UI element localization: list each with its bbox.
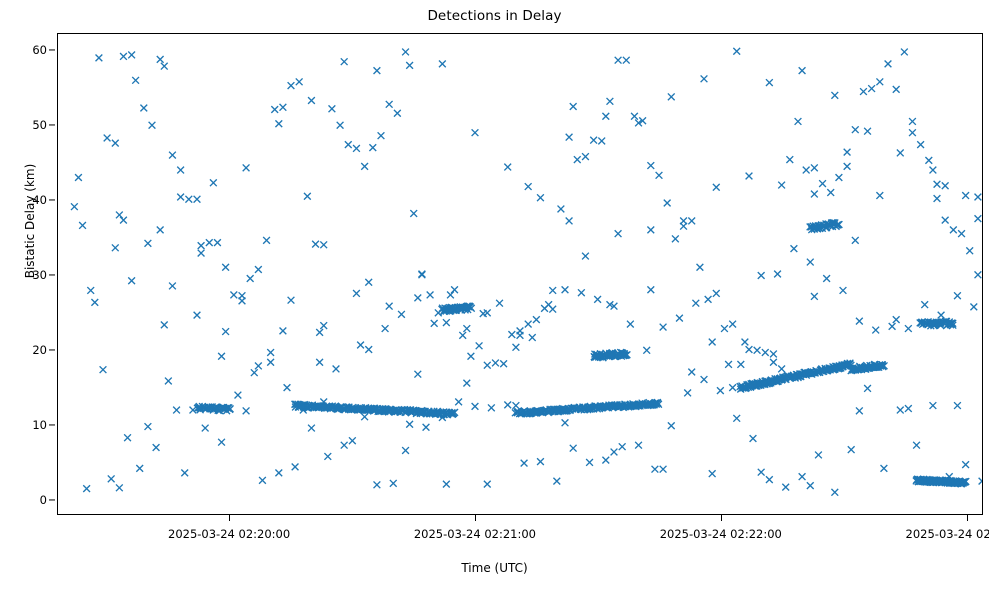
y-tick-label: 0: [39, 492, 47, 507]
y-tick-label: 40: [32, 192, 47, 207]
y-tick-mark: [49, 274, 55, 276]
x-tick-mark: [229, 515, 231, 521]
y-tick-mark: [49, 48, 55, 51]
x-tick-mark: [474, 515, 477, 521]
x-axis-label: Time (UTC): [461, 561, 528, 575]
x-tick-label: 2025-03-24 02:20:00: [168, 527, 291, 541]
y-tick-label: 50: [32, 117, 47, 132]
x-tick-label: 2025-03-24 02:21:00: [413, 527, 536, 541]
y-axis-ticks: 0 10 20 30 40 50 60: [0, 0, 55, 590]
y-tick-mark: [49, 349, 55, 351]
x-tick-mark: [966, 515, 968, 521]
y-tick-mark: [49, 424, 55, 426]
y-tick-mark: [49, 199, 55, 201]
y-tick-label: 60: [32, 42, 47, 57]
x-tick-mark: [720, 515, 722, 521]
y-tick-mark: [49, 499, 55, 501]
x-tick-label: 2025-03-24 02:23:00: [905, 527, 989, 541]
plot-area[interactable]: [57, 33, 983, 515]
y-tick-label: 10: [32, 417, 47, 432]
y-tick-mark: [49, 124, 55, 126]
x-tick-label: 2025-03-24 02:22:00: [659, 527, 782, 541]
y-tick-label: 20: [32, 342, 47, 357]
scatter-points: [70, 47, 982, 497]
y-tick-label: 30: [32, 267, 47, 282]
page-title: Detections in Delay: [427, 8, 562, 24]
